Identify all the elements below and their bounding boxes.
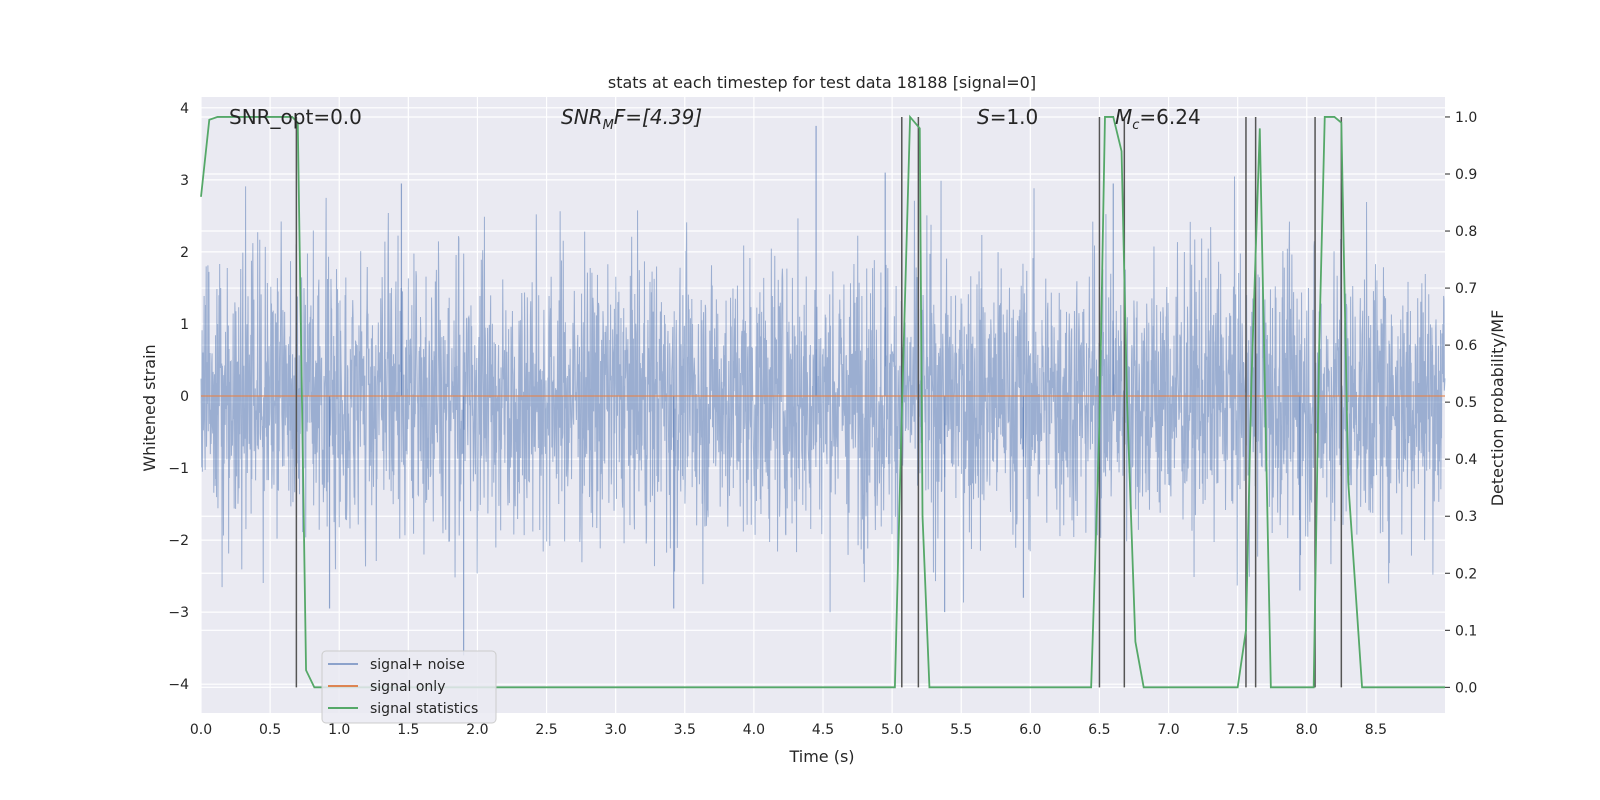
snr-opt-annotation: SNR_opt=0.0	[229, 105, 362, 129]
y-tick-label-right: 0.0	[1455, 680, 1477, 696]
snr-mf-sub: M	[603, 118, 614, 133]
snr-mf-suffix: F=[4.39]	[614, 105, 702, 129]
signal-noise-series	[200, 125, 1446, 656]
x-tick-label: 6.5	[1088, 722, 1110, 738]
chart-title: stats at each timestep for test data 181…	[608, 73, 1036, 92]
y-tick-label-right: 0.9	[1455, 167, 1477, 183]
mc-value: =6.24	[1139, 105, 1200, 129]
x-tick-label: 3.5	[674, 722, 696, 738]
x-tick-label: 4.0	[743, 722, 765, 738]
y-tick-label-right: 0.6	[1455, 338, 1477, 354]
x-tick-label: 2.5	[535, 722, 557, 738]
x-tick-label: 1.5	[397, 722, 419, 738]
y-tick-label-right: 0.7	[1455, 281, 1477, 297]
x-tick-label: 7.0	[1157, 722, 1179, 738]
snr-mf-prefix: SNR	[561, 105, 603, 129]
y-tick-label-left: 2	[180, 245, 189, 261]
x-tick-label: 1.0	[328, 722, 350, 738]
y-tick-label-left: −2	[168, 533, 189, 549]
mc-sub: c	[1132, 118, 1139, 133]
x-tick-label: 2.0	[466, 722, 488, 738]
x-tick-label: 8.0	[1296, 722, 1318, 738]
signal-statistics-series	[200, 114, 1445, 689]
y-tick-label-left: −1	[168, 461, 189, 477]
statistics-line	[200, 114, 1445, 689]
legend-entry-noise: signal+ noise	[370, 657, 465, 673]
y-tick-label-right: 1.0	[1455, 110, 1477, 126]
axis-ticks: 0.0 0.5 1.0 1.5 2.0 2.5 3.0 3.5 4.0 4.5 5.0 5.5 6.0 6…	[168, 101, 1477, 738]
x-tick-label: 6.0	[1019, 722, 1041, 738]
x-tick-label: 0.5	[259, 722, 281, 738]
y-tick-label-right: 0.2	[1455, 566, 1477, 582]
legend-entry-statistics: signal statistics	[370, 701, 478, 717]
s-annotation: S=1.0	[977, 105, 1038, 129]
y-tick-label-right: 0.3	[1455, 509, 1477, 525]
y-axis-label-left: Whitened strain	[140, 344, 159, 471]
x-tick-label: 4.5	[812, 722, 834, 738]
legend-box	[321, 650, 497, 724]
y-tick-label-left: 1	[180, 317, 189, 333]
x-tick-label: 5.0	[881, 722, 903, 738]
x-tick-label: 3.0	[605, 722, 627, 738]
y-tick-label-right: 0.5	[1455, 395, 1477, 411]
x-tick-label: 7.5	[1227, 722, 1249, 738]
y-tick-label-left: 3	[180, 173, 189, 189]
y-tick-label-right: 0.4	[1455, 452, 1477, 468]
mc-italic: M	[1115, 105, 1132, 129]
mc-annotation: Mc=6.24	[1115, 105, 1201, 133]
legend: signal+ noise signal only signal statist…	[321, 650, 497, 724]
x-axis-label: Time (s)	[788, 747, 854, 766]
y-tick-label-left: −4	[168, 677, 189, 693]
x-tick-label: 0.0	[190, 722, 212, 738]
y-tick-label-right: 0.8	[1455, 224, 1477, 240]
s-italic: S	[977, 105, 990, 129]
y-tick-label-left: −3	[168, 605, 189, 621]
y-tick-label-right: 0.1	[1455, 623, 1477, 639]
y-tick-label-left: 0	[180, 389, 189, 405]
s-value: =1.0	[990, 105, 1039, 129]
noise-line	[200, 176, 1446, 613]
snr-mf-annotation: SNRMF=[4.39]	[561, 105, 702, 133]
y-axis-label-right: Detection probability/MF	[1488, 310, 1507, 507]
x-tick-label: 5.5	[950, 722, 972, 738]
y-tick-label-left: 4	[180, 101, 189, 117]
legend-entry-signal-only: signal only	[370, 679, 445, 695]
x-tick-label: 8.5	[1365, 722, 1387, 738]
